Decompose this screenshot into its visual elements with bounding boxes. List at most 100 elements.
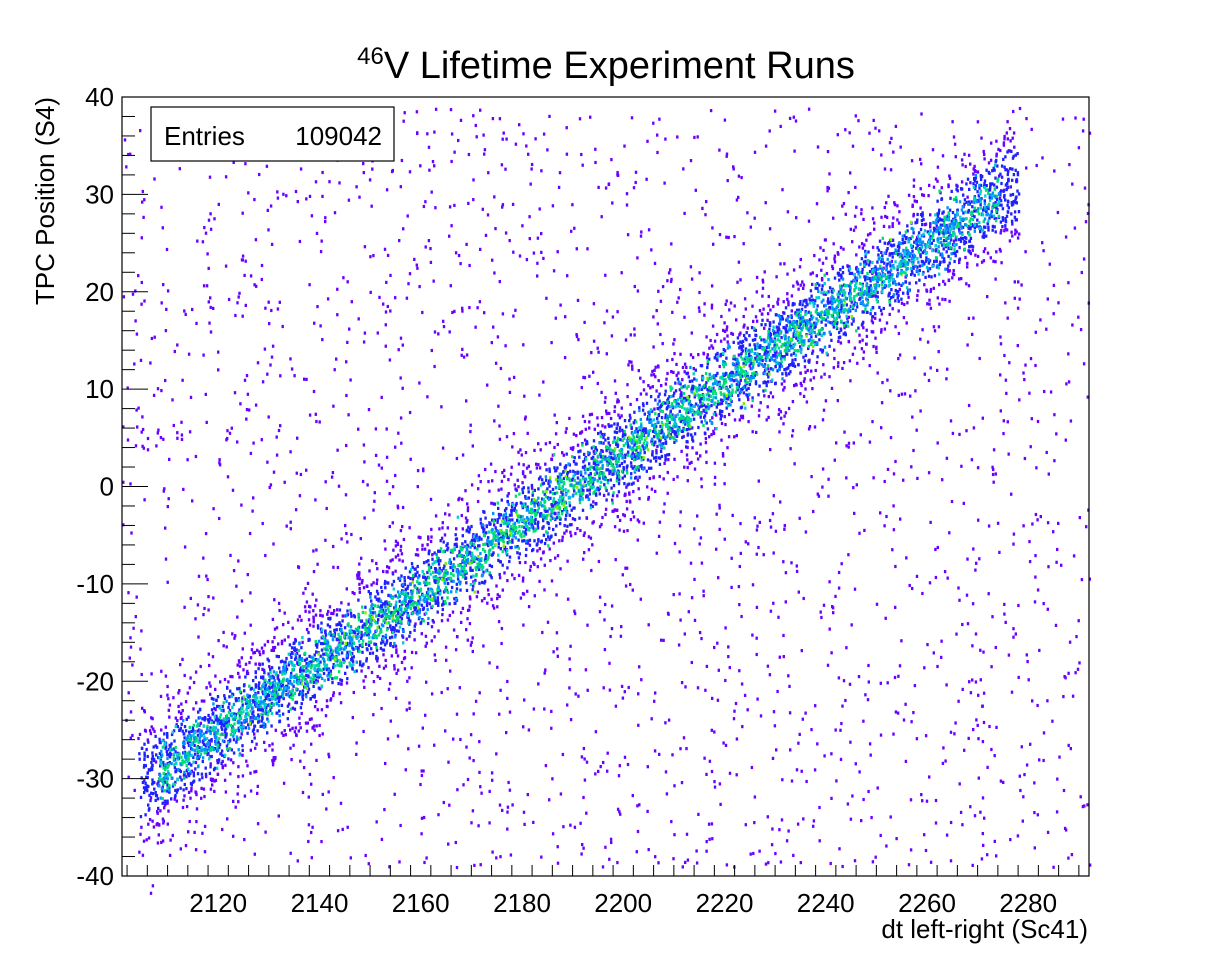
data-point: [128, 656, 131, 660]
data-point: [292, 743, 295, 747]
data-point: [199, 664, 202, 669]
data-point: [283, 661, 286, 665]
data-point: [959, 810, 963, 814]
data-point: [373, 491, 376, 495]
data-point: [166, 505, 169, 509]
data-point: [506, 827, 509, 831]
data-point: [184, 312, 187, 316]
data-point: [516, 551, 519, 555]
data-point: [941, 478, 944, 482]
data-point: [229, 674, 232, 679]
data-point: [152, 825, 156, 829]
data-point: [693, 377, 696, 381]
data-point: [510, 545, 513, 550]
data-point: [360, 634, 363, 638]
data-point: [571, 517, 575, 521]
data-point: [176, 436, 179, 440]
data-point: [508, 559, 511, 564]
data-point: [782, 655, 785, 659]
data-point: [195, 701, 198, 705]
data-point: [855, 205, 858, 209]
data-point: [947, 185, 950, 189]
data-point: [455, 537, 459, 541]
data-point: [406, 679, 409, 683]
data-point: [793, 302, 796, 306]
data-point: [243, 631, 246, 635]
data-point: [767, 294, 770, 299]
data-point: [244, 259, 247, 263]
data-point: [469, 643, 473, 647]
data-point: [254, 685, 258, 689]
data-point: [384, 617, 388, 621]
data-point: [389, 273, 392, 277]
data-point: [316, 670, 319, 674]
data-point: [143, 779, 146, 783]
data-point: [698, 290, 701, 295]
data-point: [603, 432, 606, 437]
data-point: [784, 571, 788, 575]
data-point: [335, 613, 339, 617]
data-point: [883, 479, 886, 484]
data-point: [687, 375, 690, 379]
data-point: [1082, 117, 1085, 121]
data-point: [551, 204, 555, 208]
data-point: [378, 295, 381, 299]
data-point: [374, 427, 378, 431]
data-point: [561, 538, 564, 543]
data-point: [818, 283, 821, 287]
data-point: [1004, 378, 1008, 382]
data-point: [358, 562, 361, 566]
data-point: [854, 185, 857, 189]
data-point: [404, 768, 407, 772]
data-point: [913, 199, 916, 203]
data-point: [1052, 283, 1056, 287]
data-point: [804, 370, 807, 374]
data-point: [929, 213, 932, 217]
data-point: [452, 628, 456, 632]
data-point: [982, 235, 985, 239]
data-point: [249, 451, 253, 455]
data-point: [372, 713, 375, 717]
data-point: [382, 653, 385, 657]
data-point: [545, 296, 548, 300]
data-point: [1088, 577, 1091, 581]
data-point: [258, 653, 262, 657]
data-point: [677, 371, 680, 375]
data-point: [166, 684, 169, 689]
data-point: [948, 174, 951, 178]
data-point: [886, 262, 889, 266]
data-point: [465, 242, 468, 246]
data-point: [669, 279, 673, 283]
data-point: [737, 341, 740, 345]
data-point: [450, 159, 453, 164]
data-point: [790, 309, 793, 313]
data-point: [629, 582, 632, 587]
data-point: [883, 167, 887, 171]
data-point: [958, 277, 961, 281]
data-point: [168, 715, 171, 719]
data-point: [725, 152, 729, 156]
data-point: [224, 264, 228, 268]
data-point: [769, 308, 772, 312]
data-point: [916, 244, 919, 248]
data-point: [523, 474, 526, 478]
data-point: [1004, 198, 1007, 202]
data-point: [845, 476, 848, 480]
data-point: [229, 553, 232, 557]
data-point: [370, 204, 373, 208]
data-point: [929, 366, 932, 370]
data-point: [499, 536, 503, 540]
data-point: [226, 436, 229, 441]
data-point: [1067, 856, 1070, 860]
data-point: [592, 450, 595, 454]
data-point: [886, 270, 890, 274]
data-point: [736, 336, 740, 340]
data-point: [654, 375, 657, 379]
data-point: [875, 602, 879, 606]
data-point: [1080, 270, 1083, 275]
data-point: [969, 162, 972, 166]
data-point: [402, 611, 406, 615]
data-point: [242, 668, 245, 672]
data-point: [446, 548, 449, 552]
data-point: [833, 254, 837, 258]
